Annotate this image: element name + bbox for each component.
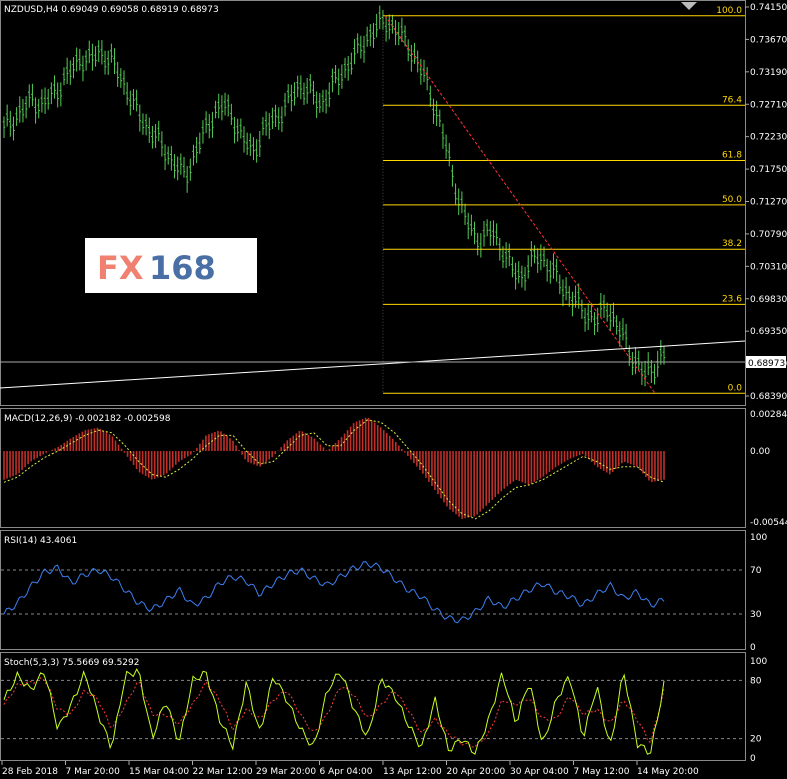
price-tick-label: 0.73670: [750, 35, 787, 45]
stoch-panel[interactable]: [0, 652, 746, 761]
price-tick-label: 0.71750: [750, 165, 787, 175]
time-tick-label: 7 Mar 20:00: [66, 767, 121, 777]
rsi-tick-label: 70: [750, 566, 762, 576]
macd-tick-label: 0.00: [750, 447, 770, 457]
time-tick-label: 14 May 20:00: [637, 767, 699, 777]
time-tick-label: 7 May 12:00: [574, 767, 630, 777]
svg-text:168: 168: [149, 249, 216, 287]
fx168-watermark: FX 168: [85, 238, 257, 293]
price-series-layer: [2, 5, 666, 387]
chart-shift-marker-icon[interactable]: [681, 2, 697, 10]
macd-label: MACD(12,26,9) -0.002182 -0.002598: [4, 414, 171, 424]
stoch-tick-label: 80: [750, 676, 762, 686]
trend-line[interactable]: [0, 340, 746, 389]
macd-signal-line: [3, 419, 665, 520]
current-price-label: 0.68973: [748, 359, 785, 369]
svg-text:FX: FX: [97, 249, 144, 287]
fibonacci-retracement[interactable]: 100.0 76.4 61.8 50.0 38.2 23.6 0.0: [382, 6, 745, 394]
macd-tick-label: 0.002844: [750, 410, 787, 420]
macd-tick-label: -0.005445: [750, 518, 787, 528]
time-tick-label: 13 Apr 12:00: [383, 767, 442, 777]
price-tick-label: 0.69350: [750, 327, 787, 337]
rsi-tick-label: 100: [750, 533, 767, 543]
price-tick-label: 0.72710: [750, 100, 787, 110]
axis-labels: 0.74150 0.73670 0.73190 0.72710 0.72230 0.717…: [1, 3, 787, 777]
price-tick-label: 0.69830: [750, 295, 787, 305]
price-tick-label: 0.70790: [750, 230, 787, 240]
macd-panel[interactable]: [0, 408, 746, 528]
fib-level-label: 76.4: [722, 95, 742, 105]
fib-level-label: 38.2: [722, 239, 742, 249]
fib-level-label: 23.6: [722, 294, 742, 304]
current-price-box: [746, 356, 786, 368]
stoch-tick-label: 20: [750, 735, 762, 745]
price-tick-label: 0.72230: [750, 133, 787, 143]
price-tick-label: 0.68390: [750, 392, 787, 402]
fib-level-label: 61.8: [722, 151, 742, 161]
macd-series-layer: [3, 417, 665, 520]
stoch-tick-label: 0: [750, 754, 756, 764]
stoch-tick-label: 100: [750, 657, 767, 667]
time-tick-label: 20 Apr 20:00: [447, 767, 506, 777]
time-tick-label: 6 Apr 04:00: [320, 767, 373, 777]
rsi-series-layer: [1, 561, 745, 624]
price-tick-label: 0.73190: [750, 68, 787, 78]
time-tick-label: 15 Mar 04:00: [129, 767, 189, 777]
rsi-panel[interactable]: [0, 530, 746, 650]
time-tick-label: 22 Mar 12:00: [193, 767, 253, 777]
price-tick-label: 0.70310: [750, 262, 787, 272]
rsi-line: [3, 561, 665, 624]
stoch-main-line: [3, 668, 665, 755]
price-panel[interactable]: [0, 0, 746, 406]
time-tick-label: 29 Mar 20:00: [256, 767, 316, 777]
fib-level-label: 50.0: [722, 195, 742, 205]
price-tick-label: 0.71270: [750, 198, 787, 208]
price-tick-label: 0.74150: [750, 3, 787, 13]
fib-level-label: 100.0: [716, 6, 742, 16]
time-tick-label: 30 Apr 04:00: [510, 767, 569, 777]
stoch-label: Stoch(5,3,3) 75.5669 69.5292: [4, 658, 139, 668]
rsi-tick-label: 0: [750, 643, 756, 653]
symbol-header: NZDUSD,H4 0.69049 0.69058 0.68919 0.6897…: [4, 5, 219, 15]
rsi-tick-label: 30: [750, 610, 762, 620]
rsi-label: RSI(14) 43.4061: [4, 536, 77, 546]
stoch-series-layer: [1, 668, 745, 755]
fib-level-label: 0.0: [728, 383, 743, 393]
stoch-signal-line: [3, 677, 665, 748]
time-tick-label: 28 Feb 2018: [2, 767, 58, 777]
fib-trend-line: [384, 15, 656, 394]
